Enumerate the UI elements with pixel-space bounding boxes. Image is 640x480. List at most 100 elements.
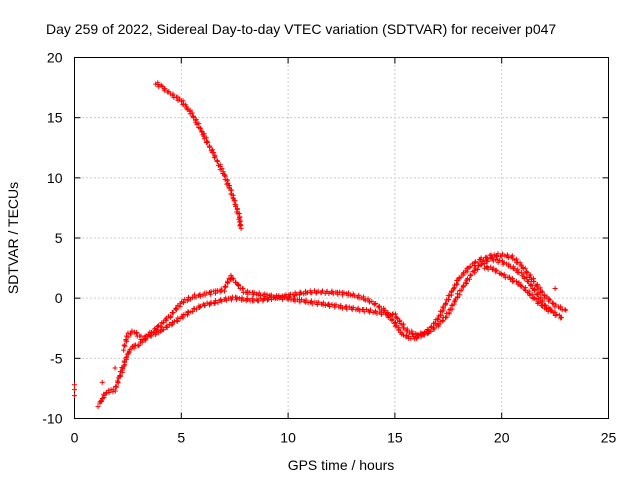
data-point: [554, 312, 560, 318]
data-point: [485, 266, 491, 272]
x-tick-label: 15: [387, 430, 403, 446]
data-point: [228, 297, 234, 303]
data-point: [368, 307, 374, 313]
data-point: [204, 290, 210, 296]
data-point: [452, 299, 458, 305]
data-point: [357, 308, 363, 314]
data-point: [553, 302, 559, 308]
y-tick-label: 20: [47, 50, 63, 66]
data-point: [425, 331, 431, 337]
data-point: [211, 155, 217, 161]
data-point: [72, 387, 77, 393]
data-point: [155, 323, 161, 329]
data-point: [264, 292, 270, 298]
data-point: [316, 299, 322, 305]
data-point: [479, 261, 485, 267]
data-point: [468, 272, 474, 278]
data-point: [562, 307, 568, 313]
data-point: [184, 312, 190, 318]
data-point: [467, 276, 473, 282]
data-point: [522, 265, 528, 271]
data-point: [202, 303, 208, 309]
data-point: [255, 298, 261, 304]
data-point: [168, 313, 174, 319]
data-point: [122, 343, 128, 349]
data-point: [201, 133, 207, 139]
data-point: [292, 298, 298, 304]
data-point: [473, 259, 479, 265]
data-point: [501, 260, 507, 266]
data-point: [124, 354, 130, 360]
data-point: [106, 390, 112, 396]
data-point: [112, 388, 118, 394]
data-point: [537, 285, 543, 291]
data-point: [223, 283, 229, 289]
data-point: [281, 294, 287, 300]
data-point: [320, 288, 325, 294]
data-point: [286, 295, 292, 301]
data-point: [136, 342, 142, 348]
data-point: [489, 255, 495, 261]
data-point: [358, 295, 364, 301]
data-point: [526, 290, 532, 296]
data-point: [485, 258, 491, 264]
x-tick-label: 20: [494, 430, 510, 446]
data-point: [518, 262, 524, 268]
grid-layer: [74, 57, 609, 419]
data-point: [330, 291, 336, 297]
data-point: [174, 318, 180, 324]
data-point: [539, 289, 545, 295]
data-point: [442, 301, 448, 307]
data-point: [219, 288, 225, 294]
data-point: [536, 299, 542, 305]
data-point: [431, 326, 437, 332]
data-point: [373, 308, 379, 314]
data-point: [250, 292, 256, 298]
data-point: [197, 293, 203, 299]
data-point: [475, 266, 481, 272]
data-point: [113, 383, 119, 389]
data-point: [211, 150, 217, 156]
data-point: [274, 293, 280, 299]
data-point: [170, 321, 176, 327]
data-point: [350, 304, 356, 310]
data-point: [539, 303, 545, 309]
data-point: [234, 206, 240, 212]
data-point: [347, 292, 353, 298]
data-point: [326, 291, 332, 297]
data-point: [541, 292, 547, 298]
data-point: [133, 330, 139, 336]
data-point: [190, 309, 196, 315]
data-point: [167, 315, 173, 321]
data-point: [491, 252, 497, 258]
data-point: [72, 382, 77, 388]
data-point: [523, 275, 529, 281]
data-point: [297, 289, 303, 295]
data-point: [326, 301, 332, 307]
data-point: [151, 329, 157, 335]
data-point: [199, 128, 205, 134]
data-point: [122, 359, 128, 365]
data-point: [205, 139, 211, 145]
data-point: [112, 365, 118, 371]
points-layer: [72, 80, 569, 410]
y-tick-label: -5: [50, 350, 63, 366]
data-point: [309, 290, 315, 296]
data-point: [160, 319, 166, 325]
data-point: [411, 334, 417, 340]
data-point: [170, 91, 176, 97]
data-point: [506, 255, 512, 261]
data-point: [322, 302, 328, 308]
data-point: [115, 378, 121, 384]
data-point: [72, 393, 77, 399]
data-point: [320, 300, 326, 306]
ticks-layer: 0 5 10 15 20 25 -10 -5 0 5 10 15 20: [42, 50, 616, 446]
data-point: [461, 282, 467, 288]
data-point: [126, 349, 132, 355]
data-point: [193, 294, 199, 300]
data-point: [251, 289, 257, 295]
data-point: [182, 311, 188, 317]
data-point: [519, 283, 525, 289]
data-point: [158, 323, 164, 329]
